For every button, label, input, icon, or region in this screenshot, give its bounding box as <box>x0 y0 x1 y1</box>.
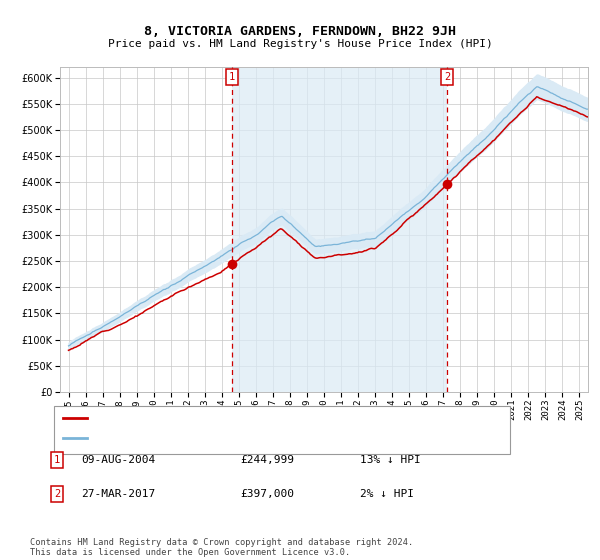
Text: 1: 1 <box>229 72 235 82</box>
Text: 13% ↓ HPI: 13% ↓ HPI <box>360 455 421 465</box>
Text: 09-AUG-2004: 09-AUG-2004 <box>81 455 155 465</box>
Text: HPI: Average price, detached house, Dorset: HPI: Average price, detached house, Dors… <box>93 433 340 444</box>
Text: 2: 2 <box>54 489 60 499</box>
Text: 8, VICTORIA GARDENS, FERNDOWN, BH22 9JH: 8, VICTORIA GARDENS, FERNDOWN, BH22 9JH <box>144 25 456 38</box>
Text: Price paid vs. HM Land Registry's House Price Index (HPI): Price paid vs. HM Land Registry's House … <box>107 39 493 49</box>
Text: 27-MAR-2017: 27-MAR-2017 <box>81 489 155 499</box>
Bar <box>232 67 447 392</box>
Text: £244,999: £244,999 <box>240 455 294 465</box>
Text: 1: 1 <box>54 455 60 465</box>
Text: 2% ↓ HPI: 2% ↓ HPI <box>360 489 414 499</box>
Text: 2: 2 <box>444 72 450 82</box>
Text: £397,000: £397,000 <box>240 489 294 499</box>
Text: Contains HM Land Registry data © Crown copyright and database right 2024.
This d: Contains HM Land Registry data © Crown c… <box>30 538 413 557</box>
Text: 8, VICTORIA GARDENS, FERNDOWN, BH22 9JH (detached house): 8, VICTORIA GARDENS, FERNDOWN, BH22 9JH … <box>93 413 422 423</box>
